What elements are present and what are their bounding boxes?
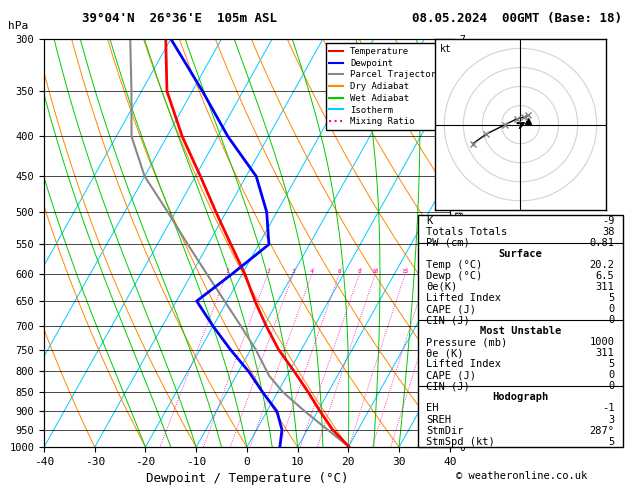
- Text: 3: 3: [608, 415, 615, 424]
- Text: θe (K): θe (K): [426, 348, 464, 358]
- Text: 6.5: 6.5: [596, 271, 615, 281]
- Text: EH: EH: [426, 403, 439, 414]
- Text: 1000: 1000: [589, 337, 615, 347]
- Text: 0: 0: [608, 370, 615, 381]
- Text: 3: 3: [291, 269, 295, 274]
- Text: 15: 15: [401, 269, 409, 274]
- Text: 1: 1: [225, 269, 229, 274]
- Text: StmSpd (kt): StmSpd (kt): [426, 436, 495, 447]
- Text: LCL: LCL: [458, 381, 476, 391]
- Text: Temp (°C): Temp (°C): [426, 260, 482, 270]
- Text: Surface: Surface: [499, 249, 542, 259]
- Text: StmDir: StmDir: [426, 426, 464, 435]
- Text: 10: 10: [372, 269, 379, 274]
- Text: CAPE (J): CAPE (J): [426, 304, 476, 314]
- Text: CAPE (J): CAPE (J): [426, 370, 476, 381]
- Text: CIN (J): CIN (J): [426, 315, 470, 325]
- Text: SREH: SREH: [426, 415, 452, 424]
- Text: Most Unstable: Most Unstable: [480, 326, 561, 336]
- Text: 20: 20: [423, 269, 431, 274]
- Text: K: K: [426, 216, 433, 226]
- Text: -9: -9: [602, 216, 615, 226]
- Text: 287°: 287°: [589, 426, 615, 435]
- Text: 311: 311: [596, 348, 615, 358]
- Text: Lifted Index: Lifted Index: [426, 293, 501, 303]
- Text: 2: 2: [266, 269, 270, 274]
- Text: Dewp (°C): Dewp (°C): [426, 271, 482, 281]
- Text: 5: 5: [608, 293, 615, 303]
- Text: CIN (J): CIN (J): [426, 382, 470, 391]
- Text: © weatheronline.co.uk: © weatheronline.co.uk: [457, 471, 587, 481]
- Text: 25: 25: [441, 269, 448, 274]
- Text: 38: 38: [602, 227, 615, 237]
- Text: 0: 0: [608, 315, 615, 325]
- Text: Totals Totals: Totals Totals: [426, 227, 508, 237]
- Text: 20.2: 20.2: [589, 260, 615, 270]
- Text: -1: -1: [602, 403, 615, 414]
- Text: Hodograph: Hodograph: [493, 392, 548, 402]
- Text: 5: 5: [608, 436, 615, 447]
- X-axis label: Dewpoint / Temperature (°C): Dewpoint / Temperature (°C): [146, 472, 348, 486]
- Text: 0: 0: [608, 382, 615, 391]
- Text: hPa: hPa: [8, 21, 28, 31]
- Text: Lifted Index: Lifted Index: [426, 359, 501, 369]
- Text: Pressure (mb): Pressure (mb): [426, 337, 508, 347]
- Text: θe(K): θe(K): [426, 282, 458, 292]
- Text: 0.81: 0.81: [589, 238, 615, 248]
- Text: kt: kt: [440, 44, 452, 54]
- Text: 5: 5: [608, 359, 615, 369]
- Text: Mixing Ratio (g/kg): Mixing Ratio (g/kg): [454, 187, 464, 299]
- Legend: Temperature, Dewpoint, Parcel Trajectory, Dry Adiabat, Wet Adiabat, Isotherm, Mi: Temperature, Dewpoint, Parcel Trajectory…: [326, 43, 445, 130]
- Text: PW (cm): PW (cm): [426, 238, 470, 248]
- Text: 39°04'N  26°36'E  105m ASL: 39°04'N 26°36'E 105m ASL: [82, 12, 277, 25]
- Text: 0: 0: [608, 304, 615, 314]
- Text: 311: 311: [596, 282, 615, 292]
- Y-axis label: km
ASL: km ASL: [483, 243, 503, 264]
- Text: 6: 6: [337, 269, 341, 274]
- Text: 4: 4: [310, 269, 314, 274]
- Text: 8: 8: [357, 269, 361, 274]
- Text: 08.05.2024  00GMT (Base: 18): 08.05.2024 00GMT (Base: 18): [412, 12, 622, 25]
